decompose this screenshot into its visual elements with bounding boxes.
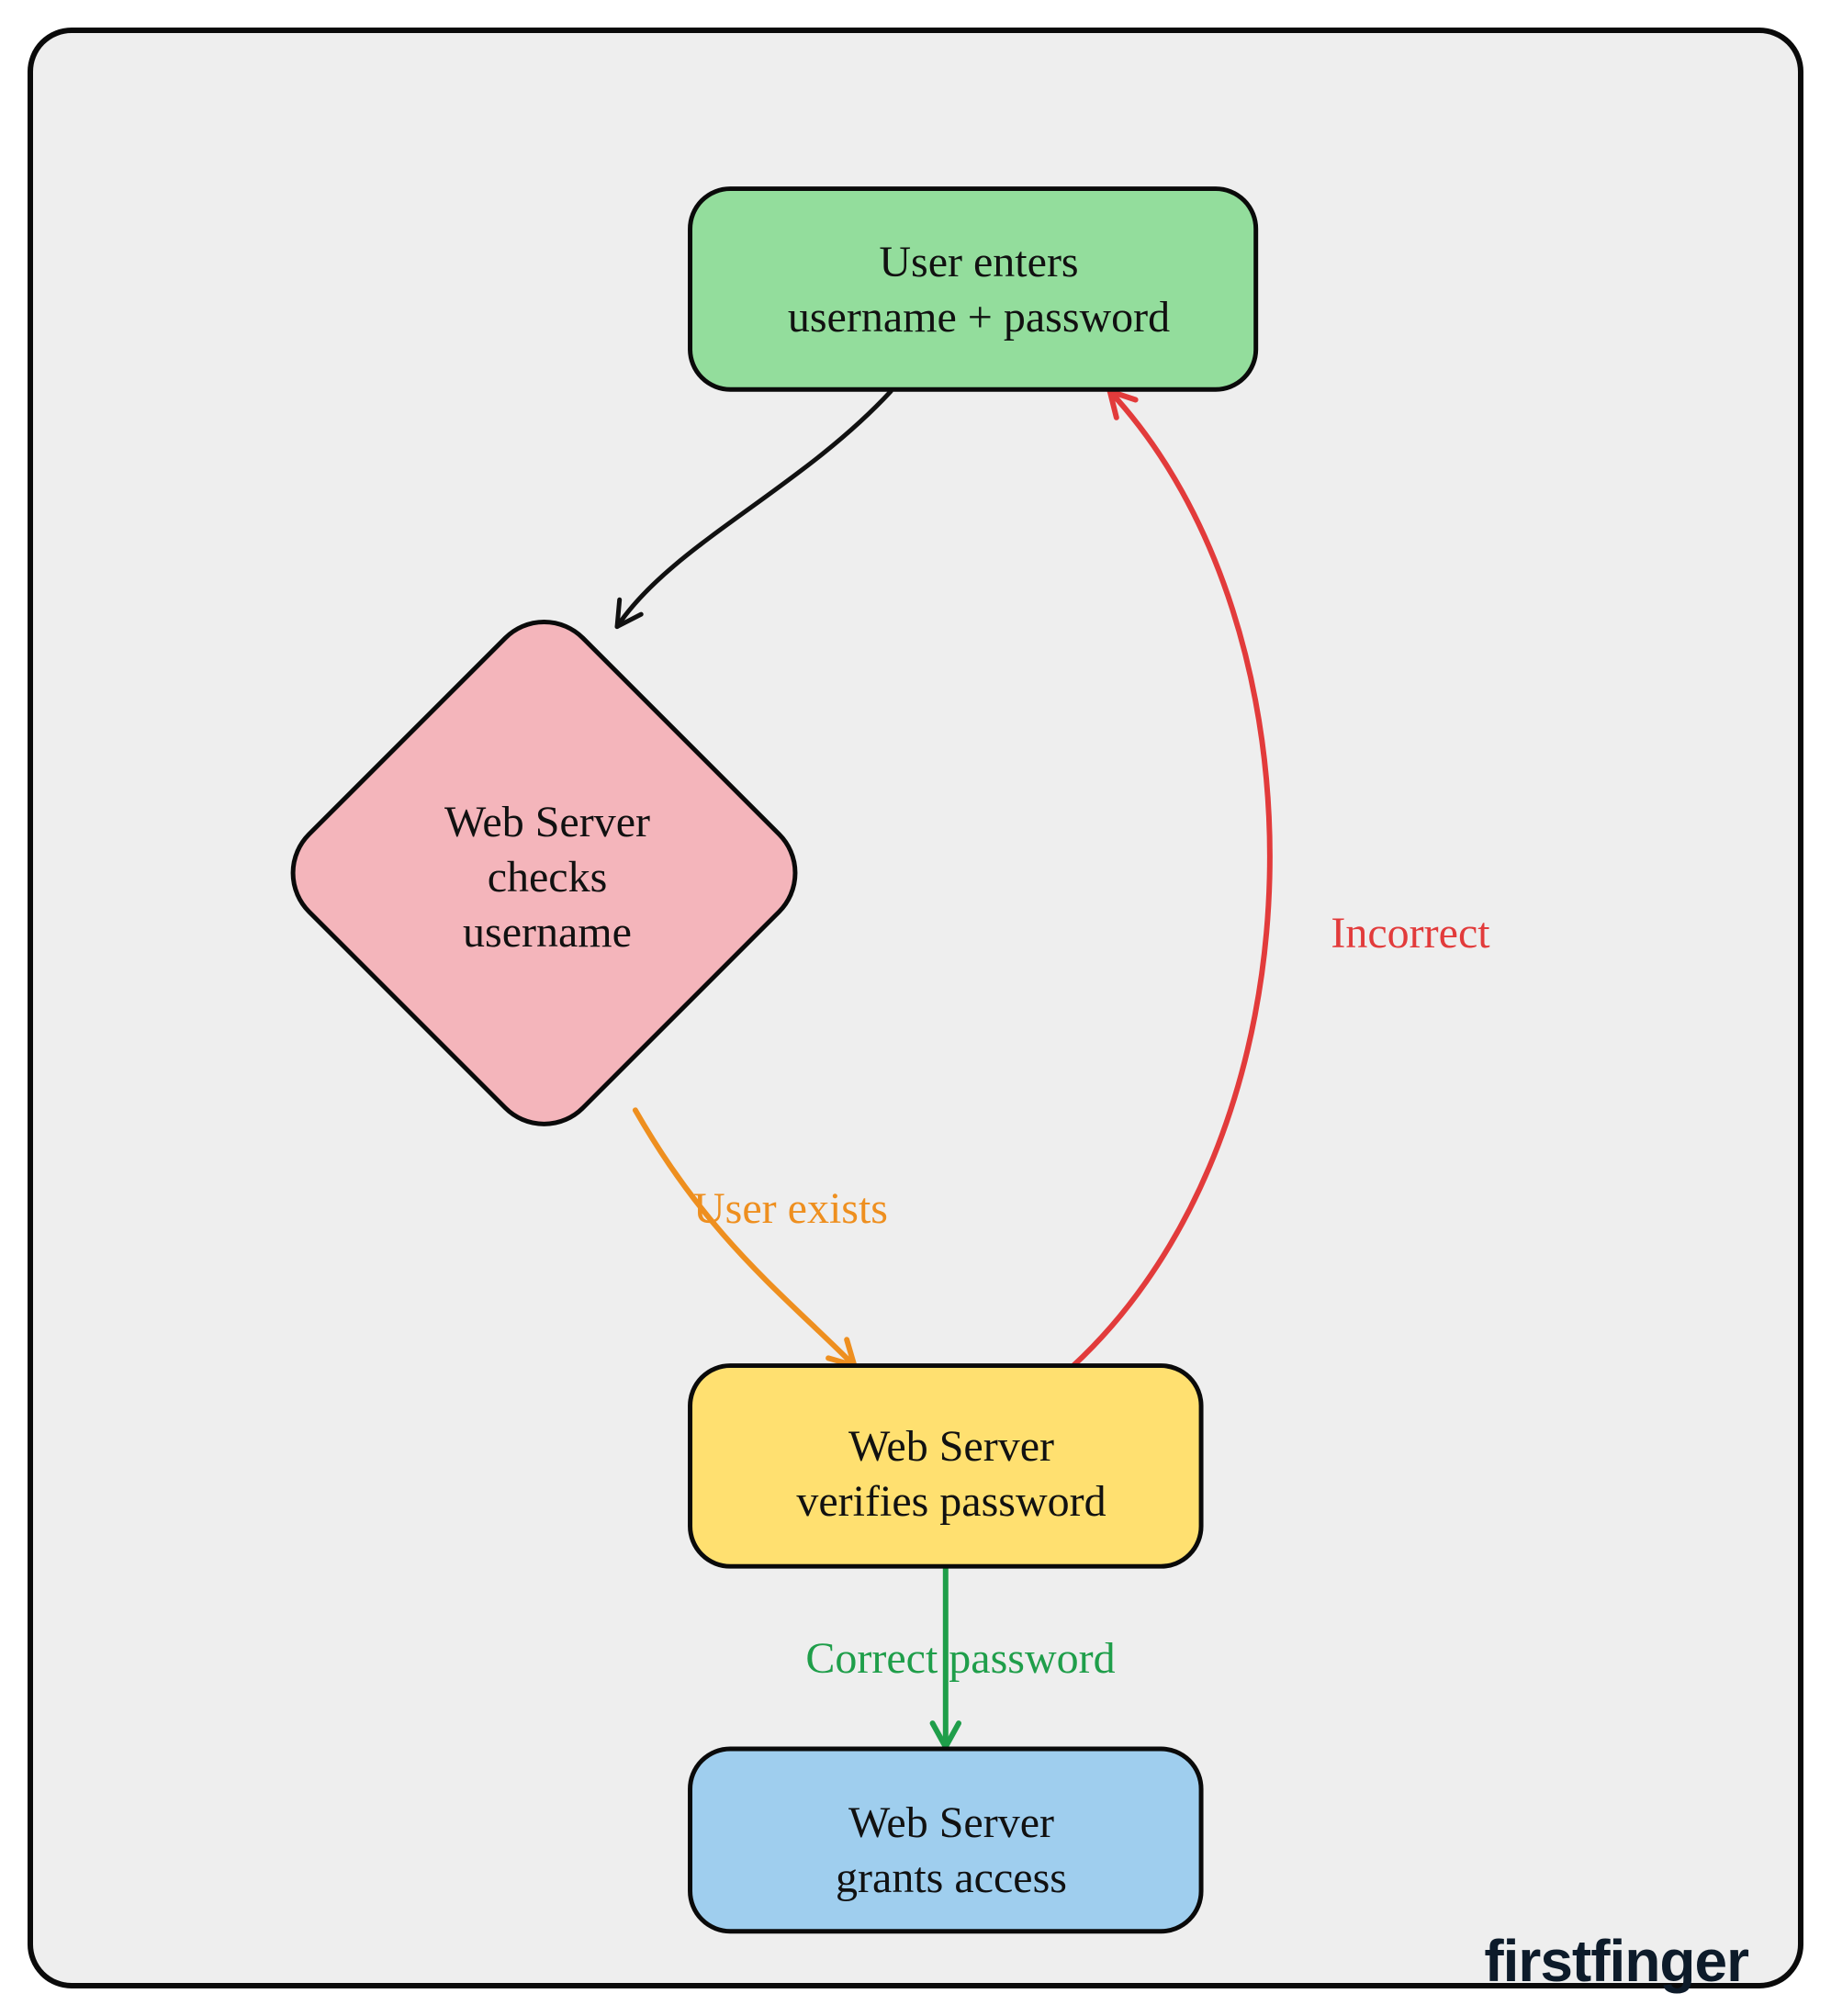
node-label-n2: Web Server checks username bbox=[272, 602, 823, 1153]
edge-label-e3: Incorrect bbox=[1135, 906, 1686, 961]
brand-label: firstfinger bbox=[1484, 1924, 1748, 1998]
edge-e1 bbox=[617, 391, 891, 626]
edge-e3 bbox=[1073, 391, 1270, 1365]
node-label-n1: User enters username + password bbox=[694, 189, 1264, 391]
node-label-n3: Web Server verifies password bbox=[694, 1373, 1208, 1575]
diagram-canvas: User enters username + password Web Serve… bbox=[28, 28, 1803, 1988]
edge-label-e4: Correct password bbox=[685, 1631, 1236, 1686]
node-label-n4: Web Server grants access bbox=[694, 1759, 1208, 1943]
edge-label-e2: User exists bbox=[515, 1182, 1066, 1237]
